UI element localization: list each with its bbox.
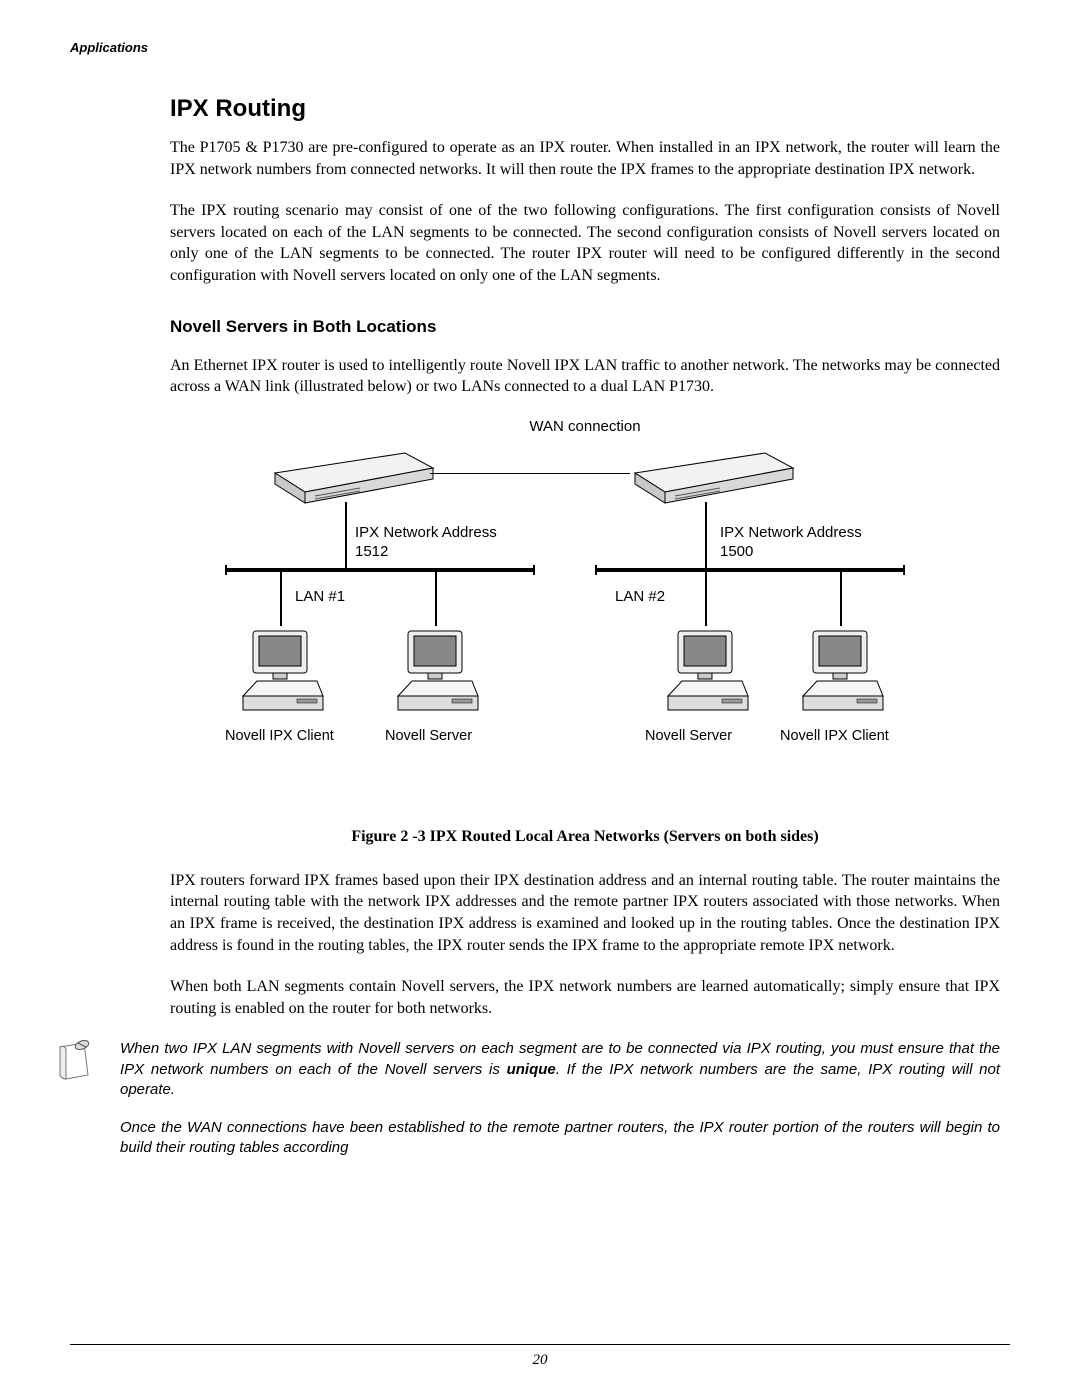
device-client-right [795,626,885,716]
ipx-addr-left: IPX Network Address 1512 [355,524,497,562]
drop-l1 [280,572,282,626]
note-icon [56,1039,94,1081]
label-server-left: Novell Server [385,728,472,744]
paragraph-1: The P1705 & P1730 are pre-configured to … [170,137,1000,180]
router-right [625,448,795,508]
page-title: IPX Routing [170,95,1000,123]
ipx-addr-left-label: IPX Network Address [355,524,497,541]
wan-label: WAN connection [529,418,640,435]
device-server-right [660,626,750,716]
figure-caption: Figure 2 -3 IPX Routed Local Area Networ… [170,828,1000,846]
label-server-right: Novell Server [645,728,732,744]
drop-r1 [705,572,707,626]
label-client-right: Novell IPX Client [780,728,889,744]
paragraph-2: The IPX routing scenario may consist of … [170,200,1000,286]
subheading: Novell Servers in Both Locations [170,317,1000,337]
lan-bar-2 [595,568,905,572]
content-area: IPX Routing The P1705 & P1730 are pre-co… [170,95,1000,1019]
router-lan-drop-right [705,502,707,568]
paragraph-4: IPX routers forward IPX frames based upo… [170,870,1000,956]
lan2-label: LAN #2 [615,588,665,605]
ipx-addr-right-value: 1500 [720,543,753,560]
section-header: Applications [70,40,1010,55]
ipx-addr-right-label: IPX Network Address [720,524,862,541]
router-left [265,448,435,508]
wan-link [430,473,630,474]
note-1: When two IPX LAN segments with Novell se… [120,1039,1000,1100]
page-number: 20 [0,1352,1080,1369]
router-lan-drop-left [345,502,347,568]
ipx-addr-right: IPX Network Address 1500 [720,524,862,562]
drop-l2 [435,572,437,626]
device-server-left [390,626,480,716]
label-client-left: Novell IPX Client [225,728,334,744]
footer-rule [70,1344,1010,1345]
lan1-label: LAN #1 [295,588,345,605]
lan-bar-1 [225,568,535,572]
device-client-left [235,626,325,716]
drop-r2 [840,572,842,626]
paragraph-3: An Ethernet IPX router is used to intell… [170,355,1000,398]
note1-bold: unique [507,1061,556,1078]
note-block: When two IPX LAN segments with Novell se… [120,1039,1000,1158]
note-2: Once the WAN connections have been estab… [120,1118,1000,1159]
network-diagram: WAN connection [225,418,945,798]
paragraph-5: When both LAN segments contain Novell se… [170,976,1000,1019]
ipx-addr-left-value: 1512 [355,543,388,560]
